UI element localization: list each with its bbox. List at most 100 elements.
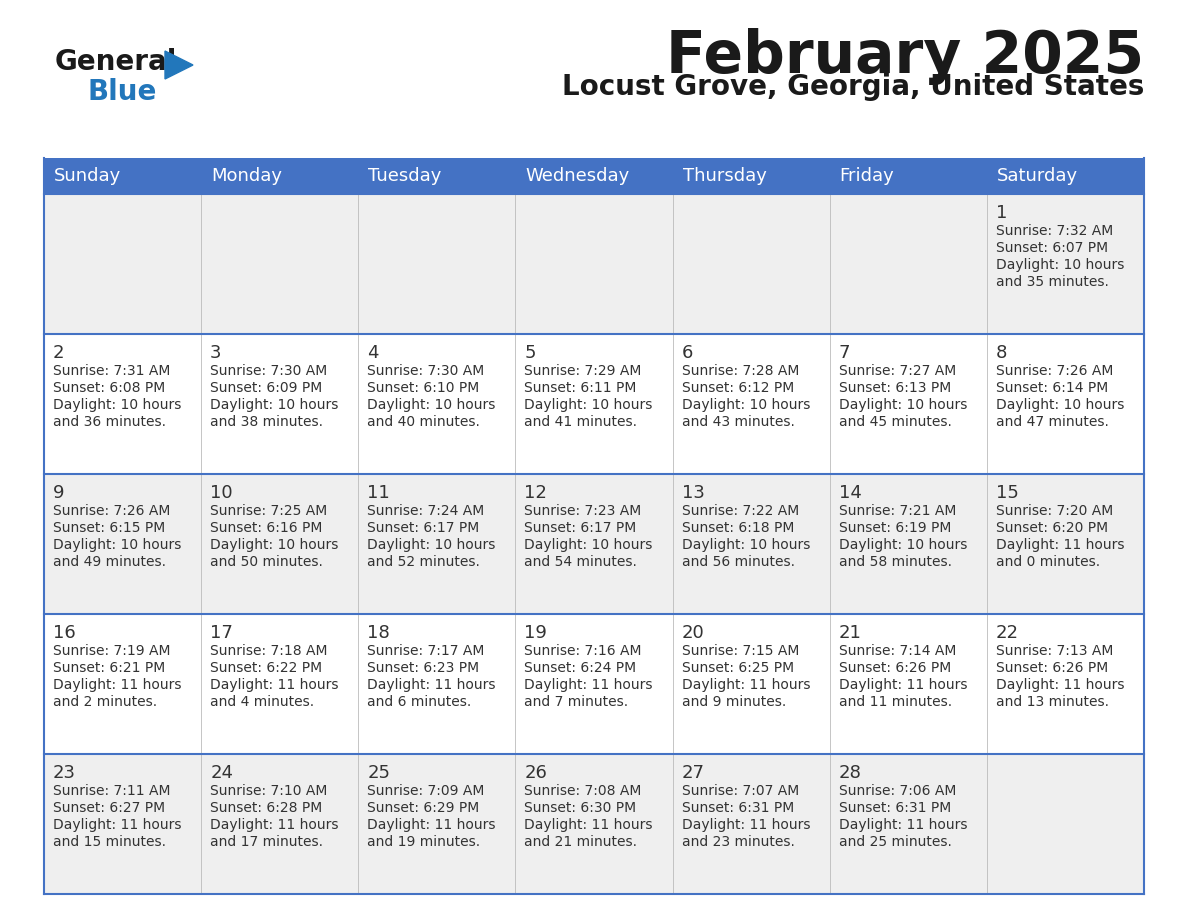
Text: Friday: Friday [840, 167, 895, 185]
Text: Daylight: 10 hours: Daylight: 10 hours [367, 398, 495, 412]
Text: Daylight: 11 hours: Daylight: 11 hours [524, 818, 653, 832]
Text: Daylight: 11 hours: Daylight: 11 hours [996, 678, 1124, 692]
Text: and 43 minutes.: and 43 minutes. [682, 415, 795, 429]
Text: Daylight: 10 hours: Daylight: 10 hours [996, 398, 1124, 412]
Text: Sunset: 6:07 PM: Sunset: 6:07 PM [996, 241, 1108, 255]
Text: Sunrise: 7:17 AM: Sunrise: 7:17 AM [367, 644, 485, 658]
Text: Sunset: 6:18 PM: Sunset: 6:18 PM [682, 521, 794, 535]
Text: Sunrise: 7:19 AM: Sunrise: 7:19 AM [53, 644, 171, 658]
Text: Daylight: 11 hours: Daylight: 11 hours [210, 678, 339, 692]
Bar [44, 754, 1144, 894]
Text: Sunrise: 7:27 AM: Sunrise: 7:27 AM [839, 364, 956, 378]
Text: and 58 minutes.: and 58 minutes. [839, 555, 952, 569]
Text: 8: 8 [996, 344, 1007, 362]
Text: Sunrise: 7:31 AM: Sunrise: 7:31 AM [53, 364, 170, 378]
Text: Sunrise: 7:30 AM: Sunrise: 7:30 AM [367, 364, 485, 378]
Text: Daylight: 10 hours: Daylight: 10 hours [839, 398, 967, 412]
Text: Daylight: 11 hours: Daylight: 11 hours [524, 678, 653, 692]
Text: Saturday: Saturday [997, 167, 1078, 185]
Text: Sunset: 6:30 PM: Sunset: 6:30 PM [524, 801, 637, 815]
Text: Sunrise: 7:23 AM: Sunrise: 7:23 AM [524, 504, 642, 518]
Text: Sunset: 6:31 PM: Sunset: 6:31 PM [682, 801, 794, 815]
Text: Sunset: 6:17 PM: Sunset: 6:17 PM [524, 521, 637, 535]
Text: Sunrise: 7:16 AM: Sunrise: 7:16 AM [524, 644, 642, 658]
Text: Daylight: 11 hours: Daylight: 11 hours [839, 678, 967, 692]
Text: Daylight: 11 hours: Daylight: 11 hours [839, 818, 967, 832]
Text: Sunrise: 7:22 AM: Sunrise: 7:22 AM [682, 504, 798, 518]
Text: Sunset: 6:25 PM: Sunset: 6:25 PM [682, 661, 794, 675]
Text: Sunrise: 7:28 AM: Sunrise: 7:28 AM [682, 364, 800, 378]
Bar [44, 334, 1144, 474]
Text: 21: 21 [839, 624, 861, 642]
Text: Sunset: 6:09 PM: Sunset: 6:09 PM [210, 381, 322, 395]
Text: 16: 16 [53, 624, 76, 642]
Text: Sunrise: 7:30 AM: Sunrise: 7:30 AM [210, 364, 328, 378]
Text: Sunset: 6:23 PM: Sunset: 6:23 PM [367, 661, 480, 675]
Text: 3: 3 [210, 344, 222, 362]
Text: Sunrise: 7:26 AM: Sunrise: 7:26 AM [996, 364, 1113, 378]
Text: Sunset: 6:08 PM: Sunset: 6:08 PM [53, 381, 165, 395]
Text: 10: 10 [210, 484, 233, 502]
Text: Daylight: 10 hours: Daylight: 10 hours [210, 398, 339, 412]
Text: 4: 4 [367, 344, 379, 362]
Text: 5: 5 [524, 344, 536, 362]
Text: Wednesday: Wednesday [525, 167, 630, 185]
Text: Sunset: 6:21 PM: Sunset: 6:21 PM [53, 661, 165, 675]
Text: 7: 7 [839, 344, 851, 362]
Text: and 2 minutes.: and 2 minutes. [53, 695, 157, 709]
Text: and 47 minutes.: and 47 minutes. [996, 415, 1108, 429]
Text: Sunrise: 7:11 AM: Sunrise: 7:11 AM [53, 784, 171, 798]
Text: Blue: Blue [87, 78, 157, 106]
Text: Sunrise: 7:29 AM: Sunrise: 7:29 AM [524, 364, 642, 378]
Text: 28: 28 [839, 764, 861, 782]
Text: Sunrise: 7:06 AM: Sunrise: 7:06 AM [839, 784, 956, 798]
Text: Sunrise: 7:15 AM: Sunrise: 7:15 AM [682, 644, 800, 658]
Text: General: General [55, 48, 177, 76]
Text: and 7 minutes.: and 7 minutes. [524, 695, 628, 709]
Text: and 21 minutes.: and 21 minutes. [524, 835, 638, 849]
Text: Sunset: 6:11 PM: Sunset: 6:11 PM [524, 381, 637, 395]
Text: Daylight: 10 hours: Daylight: 10 hours [367, 538, 495, 552]
Text: and 4 minutes.: and 4 minutes. [210, 695, 315, 709]
Text: Sunrise: 7:32 AM: Sunrise: 7:32 AM [996, 224, 1113, 238]
Text: 26: 26 [524, 764, 548, 782]
Text: Daylight: 11 hours: Daylight: 11 hours [682, 678, 810, 692]
Text: and 6 minutes.: and 6 minutes. [367, 695, 472, 709]
Text: Sunday: Sunday [53, 167, 121, 185]
Text: Sunset: 6:16 PM: Sunset: 6:16 PM [210, 521, 322, 535]
Text: February 2025: February 2025 [666, 28, 1144, 85]
Text: 27: 27 [682, 764, 704, 782]
Text: Locust Grove, Georgia, United States: Locust Grove, Georgia, United States [562, 73, 1144, 101]
Text: 20: 20 [682, 624, 704, 642]
Text: and 56 minutes.: and 56 minutes. [682, 555, 795, 569]
Text: Daylight: 11 hours: Daylight: 11 hours [367, 678, 495, 692]
Bar [44, 158, 1144, 194]
Text: Sunset: 6:31 PM: Sunset: 6:31 PM [839, 801, 950, 815]
Text: and 23 minutes.: and 23 minutes. [682, 835, 795, 849]
Text: Sunrise: 7:13 AM: Sunrise: 7:13 AM [996, 644, 1113, 658]
Text: Sunrise: 7:10 AM: Sunrise: 7:10 AM [210, 784, 328, 798]
Text: Sunrise: 7:08 AM: Sunrise: 7:08 AM [524, 784, 642, 798]
Text: and 49 minutes.: and 49 minutes. [53, 555, 166, 569]
Text: Daylight: 10 hours: Daylight: 10 hours [210, 538, 339, 552]
Text: 9: 9 [53, 484, 64, 502]
Text: 25: 25 [367, 764, 391, 782]
Text: 17: 17 [210, 624, 233, 642]
Text: and 9 minutes.: and 9 minutes. [682, 695, 785, 709]
Text: 12: 12 [524, 484, 548, 502]
Text: 6: 6 [682, 344, 693, 362]
Text: and 38 minutes.: and 38 minutes. [210, 415, 323, 429]
Text: Sunset: 6:14 PM: Sunset: 6:14 PM [996, 381, 1108, 395]
Text: Daylight: 10 hours: Daylight: 10 hours [524, 538, 652, 552]
Text: Sunset: 6:19 PM: Sunset: 6:19 PM [839, 521, 952, 535]
Text: and 54 minutes.: and 54 minutes. [524, 555, 637, 569]
Text: and 45 minutes.: and 45 minutes. [839, 415, 952, 429]
Text: and 11 minutes.: and 11 minutes. [839, 695, 952, 709]
Text: and 17 minutes.: and 17 minutes. [210, 835, 323, 849]
Text: and 19 minutes.: and 19 minutes. [367, 835, 480, 849]
Text: 1: 1 [996, 204, 1007, 222]
Text: Daylight: 11 hours: Daylight: 11 hours [53, 818, 182, 832]
Text: 13: 13 [682, 484, 704, 502]
Text: Sunset: 6:20 PM: Sunset: 6:20 PM [996, 521, 1108, 535]
Text: Sunset: 6:28 PM: Sunset: 6:28 PM [210, 801, 322, 815]
